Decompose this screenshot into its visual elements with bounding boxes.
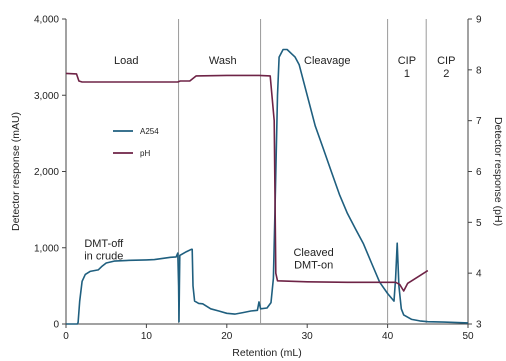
labels-group: Retention (mL) Detector response (mAU) D… <box>10 55 504 359</box>
legend: A254 pH <box>113 127 159 158</box>
x-tick-label: 30 <box>302 331 314 342</box>
x-tick-label: 20 <box>221 331 233 342</box>
x-tick-label: 0 <box>63 331 69 342</box>
y-tick-label: 3,000 <box>34 91 59 102</box>
y2-tick-label: 9 <box>476 15 482 26</box>
y-tick-label: 2,000 <box>34 167 59 178</box>
y2-tick-label: 3 <box>476 320 482 331</box>
x-axis-title: Retention (mL) <box>232 347 301 359</box>
series-group <box>65 48 469 325</box>
phase-label: CIP 1 <box>398 55 416 80</box>
y2-tick-label: 8 <box>476 65 482 76</box>
y2-tick-label: 4 <box>476 269 482 280</box>
x-tick-label: 40 <box>382 331 394 342</box>
y-tick-label: 1,000 <box>34 243 59 254</box>
phase-label: Load <box>114 55 138 67</box>
legend-label-a254: A254 <box>140 127 159 136</box>
y-axis-title: Detector response (mAU) <box>10 112 22 231</box>
y2-tick-label: 5 <box>476 218 482 229</box>
series-line-ph <box>65 72 429 292</box>
x-tick-label: 10 <box>141 331 153 342</box>
x-tick-label: 50 <box>462 331 474 342</box>
legend-label-ph: pH <box>140 149 150 158</box>
annotation-label: Cleaved DMT-on <box>293 247 333 272</box>
phase-label: Wash <box>209 55 237 67</box>
annotation-label: DMT-off in crude <box>84 238 124 262</box>
y2-tick-label: 6 <box>476 167 482 178</box>
y2-axis-title: Detector response (pH) <box>492 117 504 226</box>
y-tick-label: 0 <box>53 320 59 331</box>
y-tick-label: 4,000 <box>34 15 59 26</box>
phase-label: Cleavage <box>304 55 350 67</box>
ticks-group: 0 10 20 30 40 50 0 1,000 2,000 3,000 4,000 3 4 5 6 7 8 9 <box>34 15 482 343</box>
phase-label: CIP 2 <box>437 55 455 80</box>
series-line-a254 <box>66 48 469 325</box>
y2-tick-label: 7 <box>476 116 482 127</box>
